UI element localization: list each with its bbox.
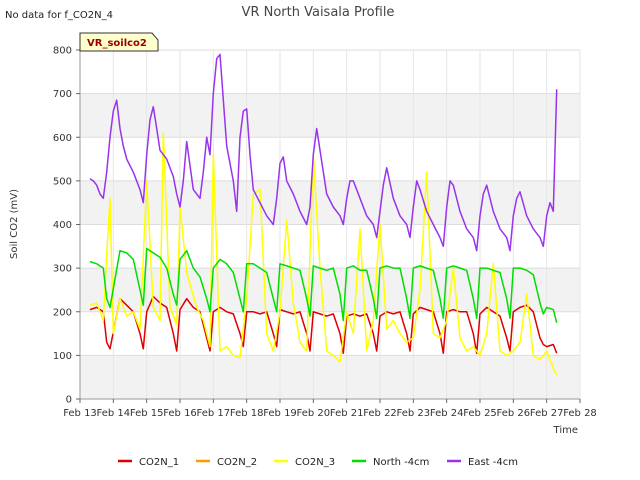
x-tick-label: Feb 16 bbox=[163, 408, 197, 419]
legend-label: CO2N_3 bbox=[295, 457, 335, 468]
legend: CO2N_1 CO2N_2 CO2N_3 North -4cm East -4cm bbox=[118, 457, 518, 468]
no-data-note: No data for f_CO2N_4 bbox=[5, 10, 113, 21]
series-lines bbox=[89, 53, 558, 376]
legend-item: East -4cm bbox=[447, 457, 518, 468]
y-tick-label: 200 bbox=[53, 307, 72, 318]
x-tick-label: Feb 23 bbox=[397, 408, 431, 419]
x-axis-ticks: Feb 13 Feb 14 Feb 15 Feb 16 Feb 17 Feb 18 Feb … bbox=[63, 399, 597, 419]
series-line-north-4cm bbox=[89, 247, 558, 323]
y-tick-label: 100 bbox=[53, 351, 72, 362]
x-tick-label: Feb 13 bbox=[63, 408, 97, 419]
x-tick-label: Feb 27 bbox=[530, 408, 564, 419]
background-band bbox=[80, 355, 580, 399]
y-tick-label: 500 bbox=[53, 176, 72, 187]
site-label-box bbox=[79, 32, 159, 52]
legend-item: CO2N_2 bbox=[196, 457, 257, 468]
series-line-east-4cm bbox=[89, 53, 558, 252]
x-tick-label: Feb 24 bbox=[430, 408, 464, 419]
legend-item: North -4cm bbox=[352, 457, 429, 468]
y-tick-label: 700 bbox=[53, 89, 72, 100]
chart-title: VR North Vaisala Profile bbox=[242, 5, 395, 20]
x-tick-label: Feb 15 bbox=[130, 408, 164, 419]
y-tick-label: 0 bbox=[66, 395, 72, 406]
x-tick-label: Feb 20 bbox=[297, 408, 331, 419]
x-axis-label: Time bbox=[553, 425, 578, 436]
y-axis-label: Soil CO2 (mV) bbox=[9, 189, 20, 259]
site-label-text: VR_soilco2 bbox=[87, 38, 147, 49]
series-line-co2n-1 bbox=[89, 295, 558, 354]
x-tick-label: Feb 14 bbox=[97, 408, 131, 419]
x-tick-label: Feb 22 bbox=[363, 408, 397, 419]
x-tick-label: Feb 28 bbox=[563, 408, 597, 419]
legend-label: CO2N_2 bbox=[217, 457, 257, 468]
legend-item: CO2N_1 bbox=[118, 457, 179, 468]
legend-label: East -4cm bbox=[468, 457, 518, 468]
x-tick-label: Feb 21 bbox=[330, 408, 364, 419]
x-tick-label: Feb 18 bbox=[230, 408, 264, 419]
legend-item: CO2N_3 bbox=[274, 457, 335, 468]
x-tick-label: Feb 17 bbox=[197, 408, 231, 419]
x-tick-label: Feb 19 bbox=[263, 408, 297, 419]
legend-label: CO2N_1 bbox=[139, 457, 179, 468]
background-band bbox=[80, 180, 580, 225]
legend-label: North -4cm bbox=[373, 457, 429, 468]
x-tick-label: Feb 26 bbox=[497, 408, 531, 419]
series-line-co2n-3 bbox=[89, 132, 558, 376]
background-band bbox=[80, 93, 580, 138]
y-tick-label: 300 bbox=[53, 264, 72, 275]
x-tick-label: Feb 25 bbox=[463, 408, 497, 419]
y-tick-label: 600 bbox=[53, 133, 72, 144]
site-label-badge: VR_soilco2 bbox=[79, 32, 159, 52]
y-tick-label: 800 bbox=[53, 46, 72, 57]
y-axis-ticks: 0 100 200 300 400 500 600 700 800 bbox=[53, 46, 80, 406]
y-tick-label: 400 bbox=[53, 220, 72, 231]
